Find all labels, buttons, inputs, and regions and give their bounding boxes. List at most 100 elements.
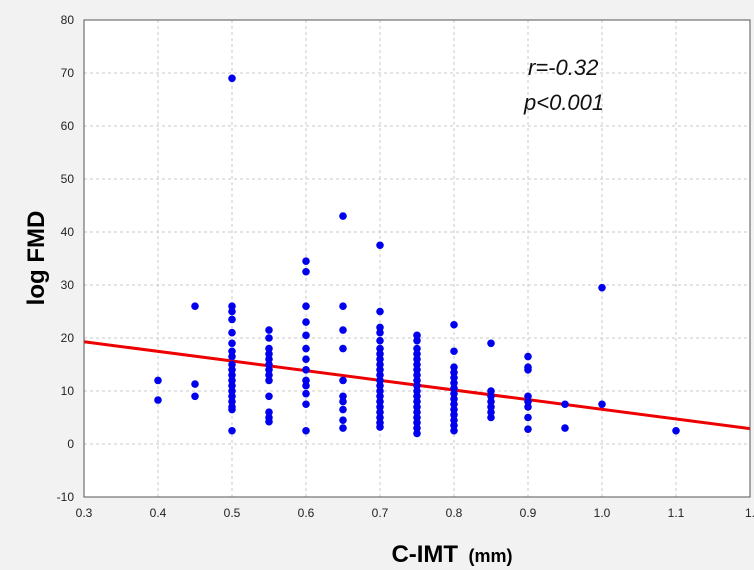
data-point	[561, 400, 569, 409]
data-point	[524, 392, 532, 401]
data-point	[339, 392, 347, 401]
data-point	[413, 408, 421, 417]
data-point	[413, 344, 421, 353]
y-tick-label: 40	[61, 225, 75, 239]
x-tick-labels: 0.3 0.4 0.5 0.6 0.7 0.8 0.9 1.0 1.1 1.	[76, 506, 754, 520]
data-point	[302, 376, 310, 385]
data-point	[302, 389, 310, 398]
annotation-r: r=-0.32	[528, 55, 598, 80]
x-tick-label: 1.1	[668, 506, 685, 520]
x-tick-label: 0.9	[520, 506, 537, 520]
data-point	[413, 366, 421, 374]
data-point	[191, 302, 199, 311]
data-point	[450, 411, 458, 419]
data-point	[302, 400, 310, 409]
data-point	[450, 426, 458, 435]
data-point	[302, 331, 310, 340]
data-point	[228, 397, 236, 406]
data-point	[450, 363, 458, 371]
data-point	[450, 400, 458, 409]
data-point	[376, 355, 384, 364]
data-point	[376, 403, 384, 411]
data-point	[302, 366, 310, 374]
data-point	[265, 366, 273, 374]
data-point	[413, 419, 421, 427]
data-point	[228, 387, 236, 395]
data-point	[524, 403, 532, 411]
x-tick-label: 0.5	[224, 506, 241, 520]
data-point	[339, 424, 347, 432]
data-point	[302, 257, 310, 265]
data-point	[487, 339, 495, 348]
x-tick-label: 0.7	[372, 506, 389, 520]
y-tick-label: 60	[61, 119, 75, 133]
points-layer	[154, 74, 680, 438]
plot-frame	[83, 19, 751, 498]
data-point	[450, 416, 458, 424]
x-tick-label: 0.3	[76, 506, 93, 520]
data-point	[561, 424, 569, 432]
y-tick-label: 70	[61, 66, 75, 80]
data-point	[672, 426, 680, 435]
x-tick-label: 0.8	[446, 506, 463, 520]
data-point	[524, 413, 532, 422]
data-point	[228, 302, 236, 311]
data-point	[487, 408, 495, 417]
data-point	[413, 381, 421, 390]
data-point	[450, 368, 458, 377]
data-point	[265, 326, 273, 334]
data-point	[228, 360, 236, 369]
data-point	[413, 360, 421, 369]
data-point	[376, 392, 384, 401]
y-tick-label: 80	[61, 13, 75, 27]
data-point	[450, 379, 458, 387]
data-point	[228, 392, 236, 401]
annotation-p: p<0.001	[523, 90, 604, 115]
data-point	[339, 416, 347, 424]
data-point	[376, 376, 384, 385]
data-point	[450, 395, 458, 403]
data-point	[228, 405, 236, 414]
data-point	[524, 425, 532, 433]
data-point	[265, 417, 273, 426]
data-point	[487, 397, 495, 406]
data-point	[524, 366, 532, 374]
data-point	[265, 408, 273, 417]
data-point	[450, 384, 458, 393]
x-axis-title-unit: (mm)	[469, 546, 513, 566]
data-point	[413, 392, 421, 401]
x-tick-label: 0.4	[150, 506, 167, 520]
data-point	[450, 320, 458, 329]
data-point	[302, 355, 310, 364]
data-point	[339, 344, 347, 353]
data-point	[265, 392, 273, 401]
data-point	[413, 413, 421, 422]
data-point	[376, 336, 384, 345]
data-point	[265, 355, 273, 364]
data-point	[413, 355, 421, 364]
x-tick-label: 0.6	[298, 506, 315, 520]
data-point	[228, 376, 236, 385]
data-point	[265, 371, 273, 379]
data-point	[154, 396, 162, 404]
y-tick-label: 50	[61, 172, 75, 186]
y-tick-label: 0	[67, 437, 74, 451]
data-point	[376, 350, 384, 358]
data-point	[228, 307, 236, 316]
data-point	[376, 413, 384, 422]
x-axis-title: C-IMT (mm)	[391, 541, 512, 568]
data-point	[228, 366, 236, 374]
data-point	[413, 371, 421, 379]
data-point	[413, 397, 421, 406]
y-tick-label: 30	[61, 278, 75, 292]
x-tick-label: 1.0	[594, 506, 611, 520]
data-point	[265, 360, 273, 369]
data-point	[339, 302, 347, 311]
y-tick-label: -10	[57, 490, 75, 504]
data-point	[413, 376, 421, 385]
data-point	[302, 381, 310, 390]
data-point	[413, 403, 421, 411]
data-point	[450, 405, 458, 414]
